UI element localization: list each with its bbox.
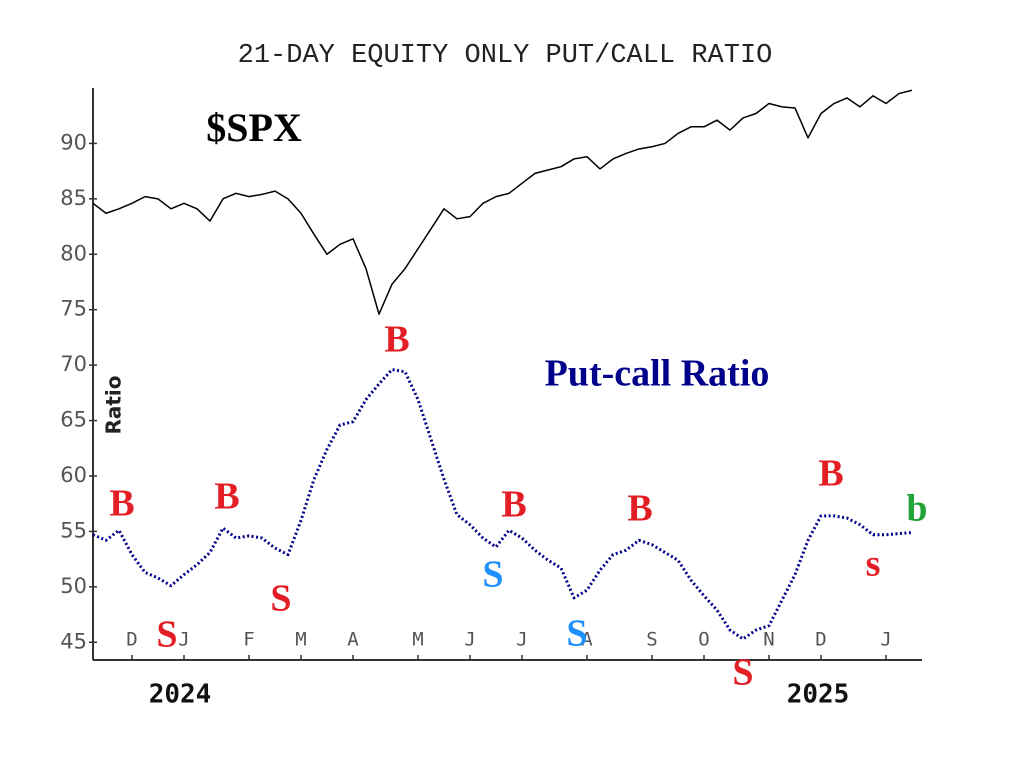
- y-tick-label: 65: [60, 408, 87, 432]
- x-tick-label: A: [347, 629, 359, 651]
- signal-label: S: [482, 554, 503, 596]
- chart-title: 21-DAY EQUITY ONLY PUT/CALL RATIO: [238, 41, 773, 71]
- x-tick-label: J: [516, 629, 527, 651]
- signal-label: B: [818, 453, 843, 495]
- signal-label: S: [270, 578, 291, 620]
- signal-label: s: [866, 543, 881, 585]
- y-tick-label: 75: [60, 297, 87, 321]
- y-tick-label: 85: [60, 186, 87, 210]
- x-tick-label: D: [815, 629, 826, 651]
- year-label: 2025: [787, 680, 850, 710]
- signal-label: S: [566, 613, 587, 655]
- y-tick-label: 60: [60, 463, 87, 487]
- signal-label: B: [384, 319, 409, 361]
- y-tick-label: 45: [60, 629, 87, 653]
- x-tick-label: M: [295, 629, 306, 651]
- x-tick-label: A: [581, 629, 593, 651]
- x-tick-label: F: [243, 629, 254, 651]
- x-tick-label: J: [178, 629, 189, 651]
- signal-label: b: [906, 488, 927, 530]
- y-tick-label: 55: [60, 518, 87, 542]
- series-label: $SPX: [206, 105, 302, 150]
- x-tick-label: D: [126, 629, 137, 651]
- year-label: 2024: [149, 680, 212, 710]
- line: [92, 89, 913, 315]
- y-tick-label: 80: [60, 241, 87, 265]
- signal-label: B: [214, 476, 239, 518]
- y-tick-label: 70: [60, 352, 87, 376]
- signal-label: B: [501, 484, 526, 526]
- signal-label: S: [732, 652, 753, 694]
- y-tick-label: 90: [60, 130, 87, 154]
- x-tick-label: J: [464, 629, 475, 651]
- signal-label: B: [627, 488, 652, 530]
- x-tick-label: J: [880, 629, 891, 651]
- signal-label: S: [156, 614, 177, 656]
- y-tick-label: 50: [60, 574, 87, 598]
- y-axis-label: Ratio: [102, 375, 126, 434]
- signal-label: B: [109, 483, 134, 525]
- x-tick-label: S: [646, 629, 657, 651]
- x-tick-label: O: [698, 629, 709, 651]
- series-label: Put-call Ratio: [545, 353, 770, 395]
- x-tick-label: N: [763, 629, 774, 651]
- x-tick-label: M: [412, 629, 423, 651]
- dotted-line: [92, 368, 913, 641]
